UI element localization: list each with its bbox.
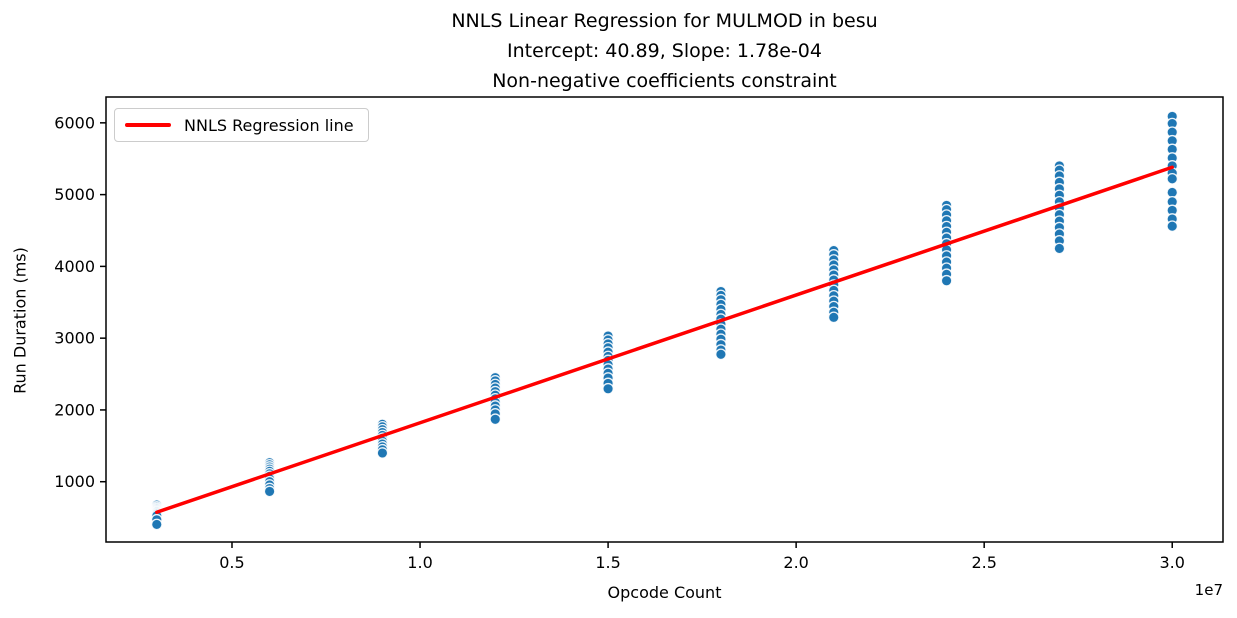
y-axis-label: Run Duration (ms) xyxy=(10,247,30,394)
y-tick-label: 4000 xyxy=(54,257,95,276)
x-tick-label: 2.0 xyxy=(783,553,808,572)
scatter-point xyxy=(827,311,840,324)
scatter-point xyxy=(1166,220,1179,233)
x-tick-label: 0.5 xyxy=(219,553,244,572)
x-tick-label: 2.5 xyxy=(971,553,996,572)
x-tick-label: 1.5 xyxy=(595,553,620,572)
y-tick-label: 3000 xyxy=(54,329,95,348)
chart-title: NNLS Linear Regression for MULMOD in bes… xyxy=(106,6,1223,96)
scatter-point xyxy=(263,485,276,498)
scatter-point xyxy=(150,518,163,531)
x-tick-label: 1.0 xyxy=(407,553,432,572)
scatter-point xyxy=(715,348,727,361)
x-axis-label: Opcode Count xyxy=(607,583,722,602)
scatter-point xyxy=(1053,242,1066,255)
y-tick-label: 2000 xyxy=(54,400,95,419)
legend: NNLS Regression line xyxy=(114,108,369,142)
chart-title-line-3: Non-negative coefficients constraint xyxy=(492,70,837,92)
y-tick-label: 1000 xyxy=(54,472,95,491)
scatter-point xyxy=(1166,172,1179,185)
regression-line xyxy=(155,165,1174,514)
scatter-point xyxy=(940,274,953,287)
scatter-point xyxy=(489,413,502,426)
legend-label: NNLS Regression line xyxy=(184,115,354,135)
y-tick-label: 6000 xyxy=(54,113,95,132)
chart-title-line-2: Intercept: 40.89, Slope: 1.78e-04 xyxy=(507,40,822,62)
x-tick-label: 3.0 xyxy=(1160,553,1185,572)
x-axis-offset-text: 1e7 xyxy=(1194,581,1223,599)
legend-line-swatch-icon xyxy=(125,123,171,127)
y-tick-label: 5000 xyxy=(54,185,95,204)
scatter-point xyxy=(602,382,614,395)
axes-frame xyxy=(105,96,1224,543)
scatter-point xyxy=(376,447,389,459)
chart-title-line-1: NNLS Linear Regression for MULMOD in bes… xyxy=(451,10,878,32)
